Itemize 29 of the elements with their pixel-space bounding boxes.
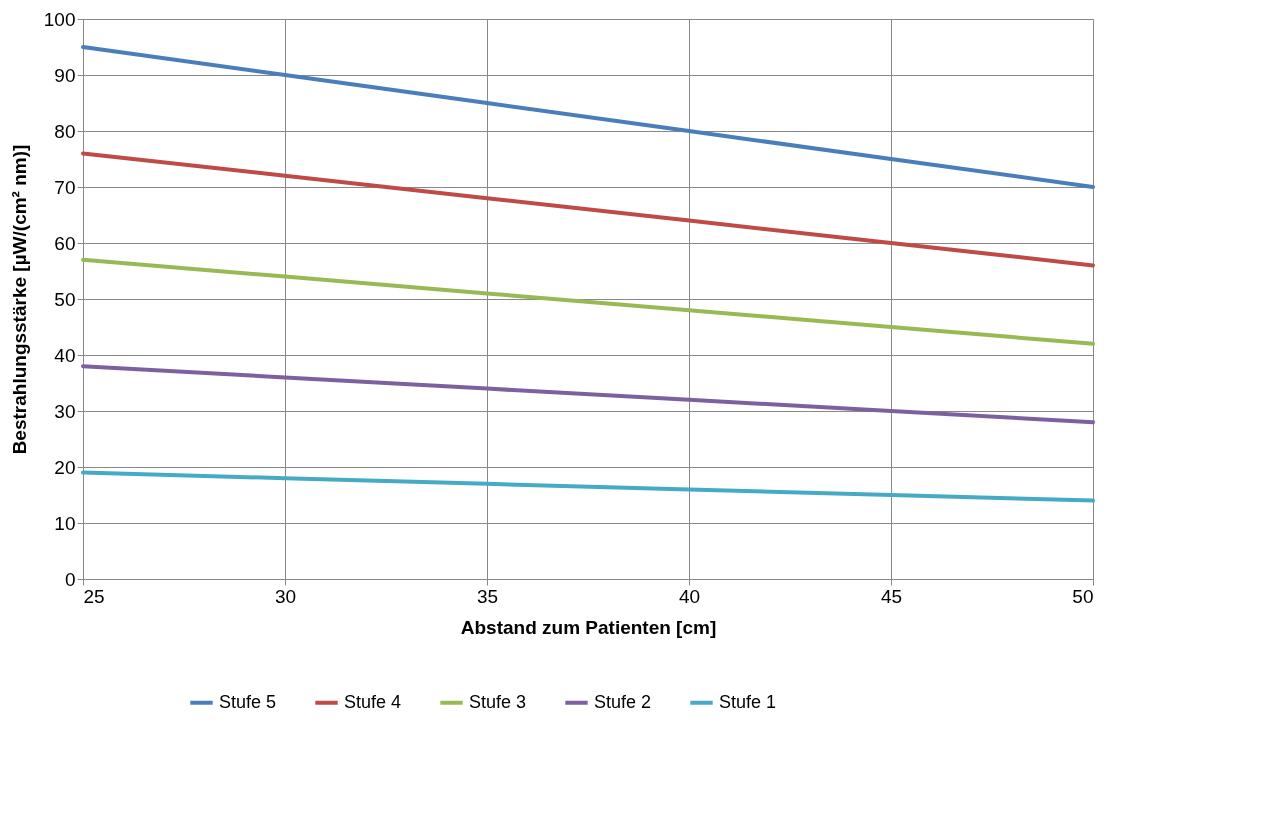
x-tick-label: 40 [678, 585, 701, 607]
x-tick-label: 25 [83, 585, 105, 607]
line-series [81, 45, 1095, 189]
line-series [81, 364, 1095, 425]
x-tick-label: 50 [1072, 585, 1094, 607]
legend-label: Stufe 5 [219, 691, 277, 712]
y-tick-label: 70 [54, 176, 76, 198]
x-axis-title: Abstand zum Patienten [cm] [460, 616, 717, 638]
y-tick-label: 20 [54, 456, 76, 478]
y-tick-label: 100 [43, 8, 76, 30]
y-tick-label: 90 [54, 64, 76, 86]
x-tick-label: 30 [274, 585, 297, 607]
legend-label: Stufe 2 [594, 691, 652, 712]
legend-label: Stufe 1 [719, 691, 777, 712]
legend-label: Stufe 3 [469, 691, 527, 712]
line-series [81, 470, 1095, 503]
line-series [81, 257, 1095, 346]
y-axis-title: Bestrahlungsstärke [µW/(cm² nm)] [8, 144, 30, 455]
x-tick-label: 35 [476, 585, 499, 607]
y-tick-label: 10 [54, 512, 76, 534]
y-tick-label: 0 [64, 568, 76, 590]
y-tick-label: 60 [54, 232, 76, 254]
y-tick-label: 30 [54, 400, 76, 422]
y-tick-label: 80 [54, 120, 76, 142]
line-series [81, 151, 1095, 268]
y-tick-label: 50 [54, 288, 76, 310]
x-tick-label: 45 [880, 585, 903, 607]
y-tick-label: 40 [54, 344, 76, 366]
legend-label: Stufe 4 [344, 691, 402, 712]
